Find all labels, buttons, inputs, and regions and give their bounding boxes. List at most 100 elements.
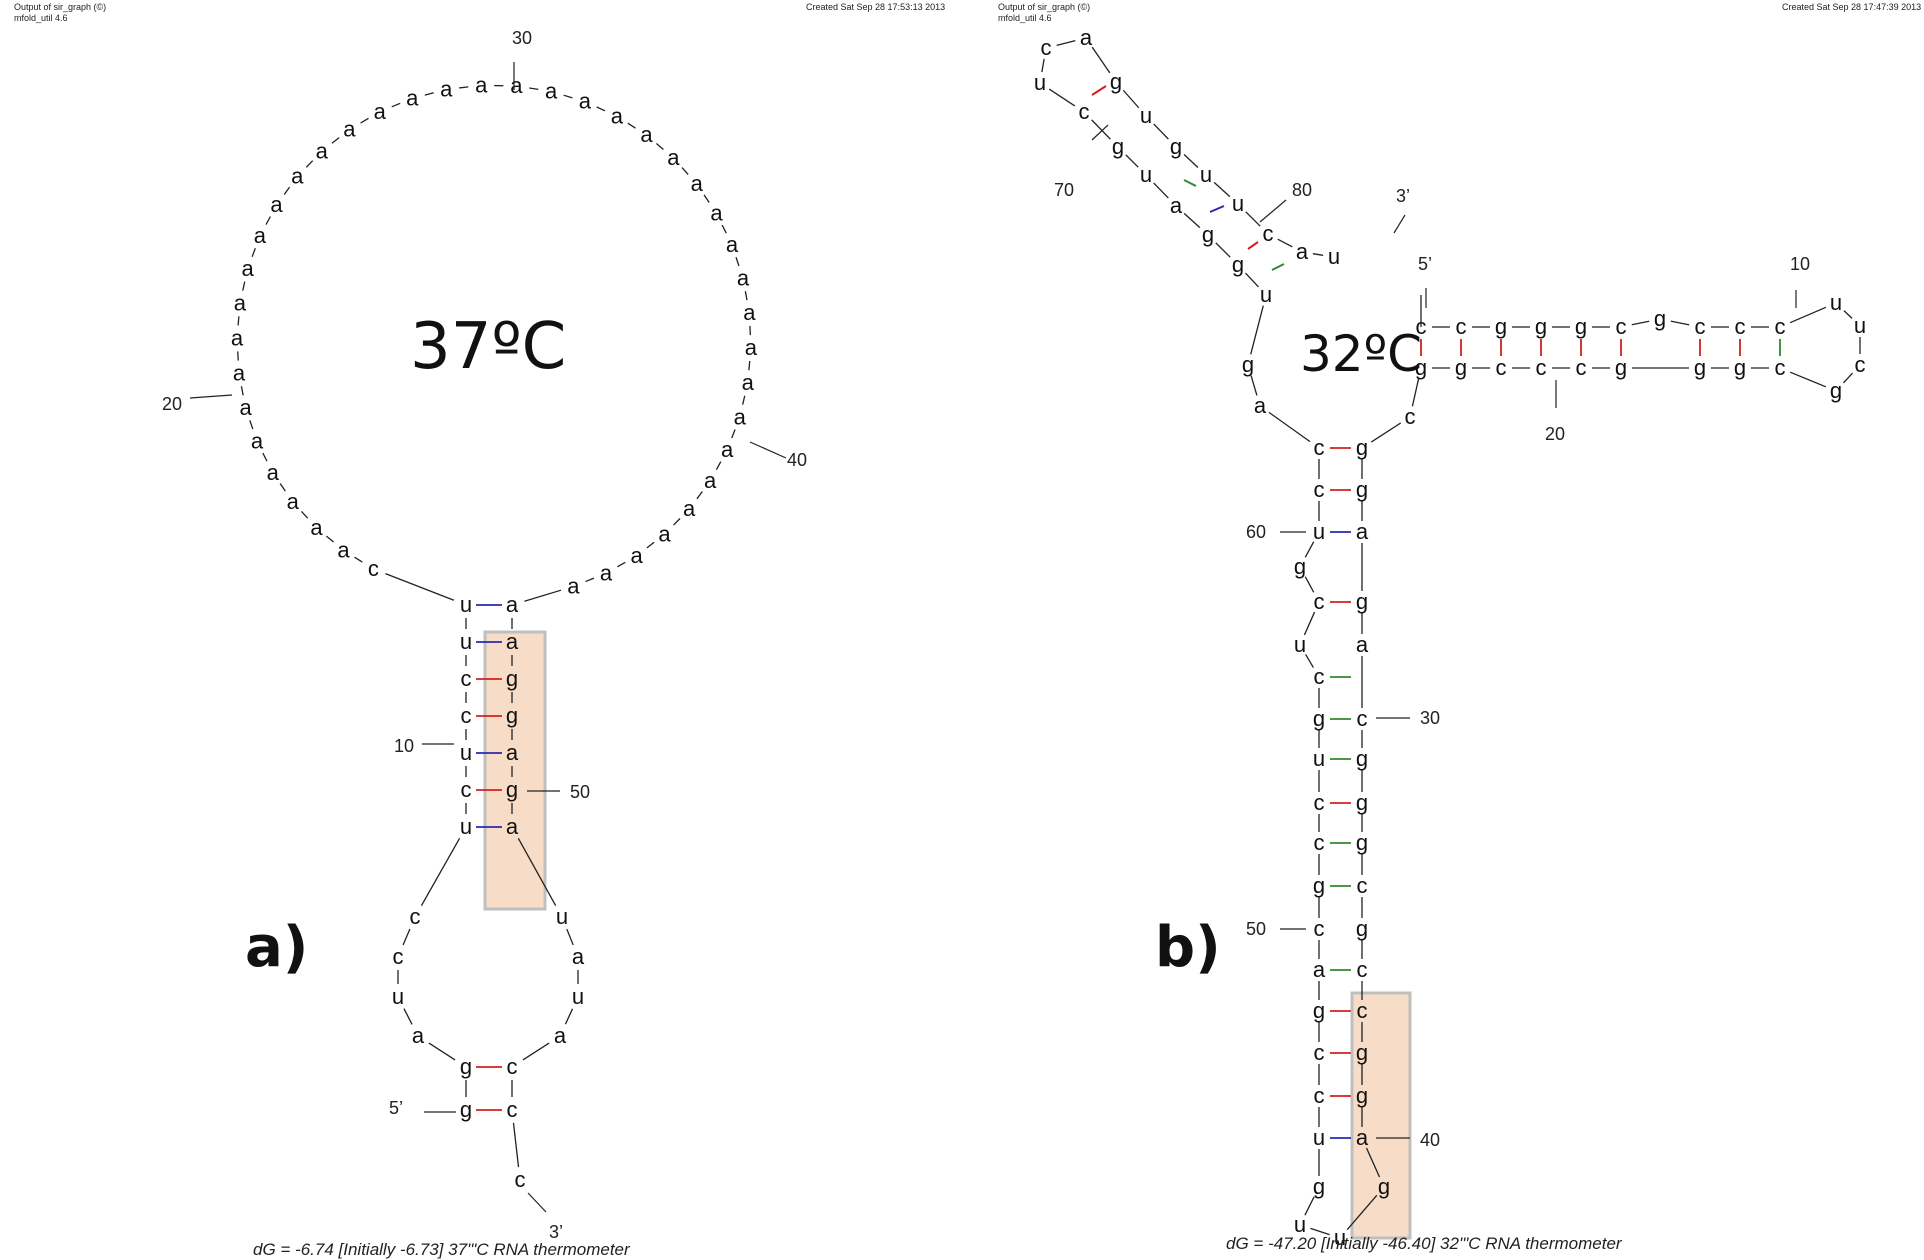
stem-left-base: c — [1314, 1083, 1325, 1108]
hairpin-base: u — [1232, 191, 1244, 216]
loop-base: a — [579, 89, 592, 114]
tail-base: u — [1328, 244, 1340, 269]
loop-base: a — [567, 573, 580, 598]
backbone-line — [1844, 311, 1852, 319]
bottom-loop-base: a — [412, 1023, 425, 1048]
loop-base: a — [267, 460, 280, 485]
backbone-line — [1790, 372, 1826, 387]
arm-bottom-base: g — [1455, 355, 1467, 380]
hairpin-base: u — [1140, 103, 1152, 128]
loop-base: a — [745, 335, 758, 360]
backbone-line — [647, 542, 654, 548]
label-3prime-tick — [1394, 215, 1405, 233]
hairpin-base: a — [1170, 193, 1183, 218]
panel-b-temperature: 32ºC — [1300, 325, 1422, 383]
stem-right-base: g — [506, 666, 518, 691]
bottom-loop-base: a — [572, 944, 585, 969]
stem-left-base: u — [1294, 632, 1306, 657]
backbone-line — [1184, 213, 1200, 227]
loop-base: a — [343, 117, 356, 142]
backbone-line — [597, 107, 605, 111]
label-40-tick — [750, 442, 786, 458]
arm-top-base: c — [1735, 314, 1746, 339]
backbone-line — [513, 1123, 518, 1167]
arm-top-base: c — [1775, 314, 1786, 339]
loop-base: a — [510, 73, 523, 98]
loop-base: a — [440, 76, 453, 101]
stem-left-base: c — [1314, 589, 1325, 614]
backbone-line — [749, 361, 750, 370]
backbone-line — [564, 95, 573, 98]
label-3prime: 3’ — [1396, 186, 1410, 206]
hairpin-base: u — [1260, 282, 1272, 307]
backbone-line — [1313, 254, 1323, 256]
loop-base: a — [287, 489, 300, 514]
hairpin-base: u — [1200, 162, 1212, 187]
pair-base: c — [507, 1054, 518, 1079]
stem-right-base: g — [1356, 1040, 1368, 1065]
base-pair-bond — [1248, 242, 1258, 249]
bottom-loop-base: u — [392, 984, 404, 1009]
stem-left-base: c — [1314, 1040, 1325, 1065]
loop-base: a — [704, 468, 717, 493]
panel-a-energy-line: dG = -6.74 [Initially -6.73] 37'"C RNA t… — [253, 1240, 630, 1260]
label-30: 30 — [1420, 708, 1440, 728]
label-70-tick — [1092, 125, 1108, 140]
backbone-line — [1057, 41, 1076, 46]
stem-right-base: a — [506, 740, 519, 765]
arm-top-base: g — [1535, 314, 1547, 339]
panel-a-temperature: 37ºC — [410, 310, 566, 384]
loop-base: a — [611, 103, 624, 128]
label-30: 30 — [512, 28, 532, 48]
loop-base: a — [241, 256, 254, 281]
backbone-line — [674, 519, 680, 526]
label-3prime: 3’ — [549, 1222, 563, 1242]
backbone-line — [743, 396, 745, 405]
stem-right-base: g — [1356, 916, 1368, 941]
backbone-line — [1049, 89, 1075, 106]
stem-right-base: c — [1357, 957, 1368, 982]
backbone-line — [301, 511, 307, 518]
loop-base: a — [291, 164, 304, 189]
backbone-line — [1843, 373, 1852, 383]
loop-base: a — [737, 265, 750, 290]
label-60: 60 — [1246, 522, 1266, 542]
loop-base: a — [337, 537, 350, 562]
label-80: 80 — [1292, 180, 1312, 200]
loop-base: a — [667, 145, 680, 170]
stem-left-base: c — [1314, 916, 1325, 941]
backbone-line — [1371, 423, 1401, 442]
hairpin-base: u — [1140, 162, 1152, 187]
stem-left-base: u — [1313, 519, 1325, 544]
loop-base: a — [240, 395, 253, 420]
loop-base: a — [691, 171, 704, 196]
backbone-line — [1154, 183, 1169, 198]
arm-loop-base: c — [1855, 352, 1866, 377]
stem-left-base: g — [1313, 1174, 1325, 1199]
loop-base: a — [600, 560, 613, 585]
backbone-line — [241, 386, 243, 395]
backbone-line — [585, 578, 594, 581]
loop-base: a — [742, 370, 755, 395]
backbone-line — [238, 351, 239, 360]
stem-right-base: g — [506, 703, 518, 728]
arm-top-base: c — [1695, 314, 1706, 339]
arm-bottom-base: c — [1496, 355, 1507, 380]
hairpin-base: a — [1080, 25, 1093, 50]
arm-top-base: c — [1616, 314, 1627, 339]
backbone-line — [421, 838, 459, 905]
backbone-line — [1126, 155, 1138, 167]
stem-left-base: c — [461, 777, 472, 802]
base-pair-bond — [1272, 264, 1284, 270]
backbone-line — [1671, 321, 1689, 325]
arm-loop-base: u — [1830, 290, 1842, 315]
backbone-line — [403, 929, 410, 945]
pair-base: g — [460, 1097, 472, 1122]
stem-right-base: g — [1356, 589, 1368, 614]
tail-base: c — [515, 1167, 526, 1192]
backbone-line — [243, 282, 245, 291]
stem-left-base: g — [1294, 554, 1306, 579]
hairpin-base: g — [1232, 252, 1244, 277]
backbone-line — [1305, 542, 1314, 558]
tail-base: a — [1296, 239, 1309, 264]
